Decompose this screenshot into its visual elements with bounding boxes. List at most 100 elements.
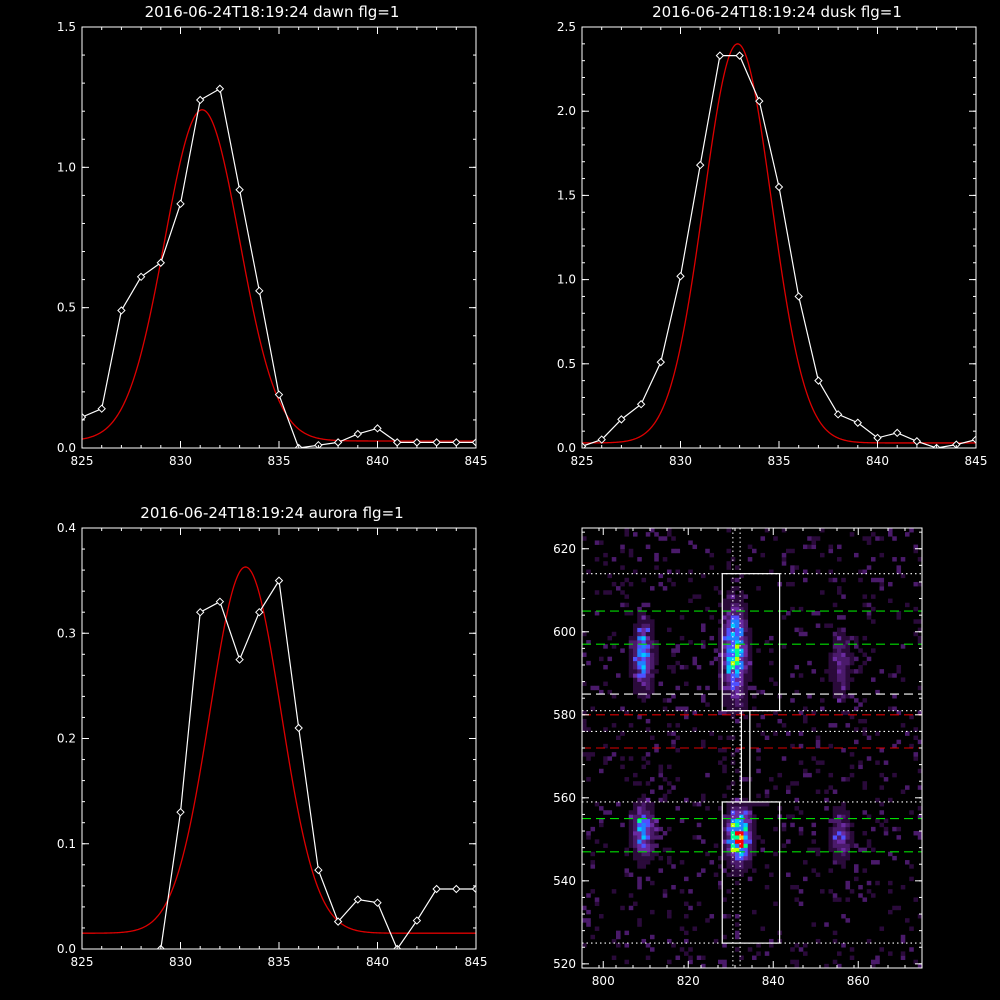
image-pixel — [900, 557, 906, 562]
image-pixel — [743, 677, 749, 682]
image-pixel — [841, 835, 846, 840]
image-pixel — [637, 822, 642, 828]
image-pixel — [701, 698, 706, 703]
image-pixel — [828, 548, 834, 554]
image-pixel — [837, 644, 842, 649]
image-pixel — [641, 677, 647, 682]
image-pixel — [909, 743, 914, 749]
image-pixel — [662, 586, 668, 591]
image-pixel — [722, 689, 727, 695]
image-pixel — [905, 860, 910, 865]
dawn-data-point — [235, 185, 244, 194]
image-pixel — [743, 777, 749, 782]
image-pixel — [743, 706, 749, 711]
image-pixel — [803, 718, 808, 724]
image-pixel — [722, 756, 727, 761]
image-pixel — [641, 623, 647, 628]
image-pixel — [607, 635, 613, 641]
image-pixel — [849, 889, 855, 894]
image-pixel — [790, 814, 795, 819]
image-pixel — [837, 664, 842, 670]
image-pixel — [752, 847, 757, 853]
image-pixel — [633, 901, 638, 907]
image-pixel — [862, 868, 868, 873]
image-pixel — [722, 710, 727, 716]
image-pixel — [637, 851, 642, 857]
image-pixel — [650, 934, 655, 940]
image-pixel — [786, 731, 791, 736]
image-pixel — [794, 806, 800, 811]
image-pixel — [888, 581, 893, 587]
image-pixel — [849, 843, 855, 848]
image-pixel — [590, 826, 596, 832]
image-pixel — [620, 731, 625, 736]
image-pixel — [654, 660, 659, 666]
image-pixel — [807, 847, 812, 853]
image-pixel — [845, 685, 851, 691]
image-pixel — [701, 694, 706, 699]
image-pixel — [837, 855, 842, 861]
image-pixel — [730, 615, 736, 620]
image-pixel — [841, 577, 846, 583]
image-pixel — [841, 677, 846, 682]
image-pixel — [633, 689, 638, 695]
image-pixel — [735, 710, 740, 716]
image-pixel — [599, 914, 604, 919]
image-pixel — [735, 864, 740, 869]
image-pixel — [726, 889, 732, 894]
image-pixel — [837, 685, 842, 691]
image-pixel — [790, 565, 795, 570]
image-pixel — [888, 851, 893, 857]
image-pixel — [845, 814, 851, 819]
image-pixel — [841, 943, 846, 948]
aurora-data-point — [294, 723, 303, 733]
image-pixel — [718, 627, 723, 633]
image-pixel — [662, 793, 668, 799]
image-pixel — [743, 822, 749, 828]
image-pixel — [726, 826, 732, 832]
image-pixel — [896, 826, 902, 832]
image-pixel — [773, 901, 778, 907]
image-pixel — [692, 926, 698, 931]
dusk-ytick-label: 1.5 — [557, 188, 576, 202]
image-pixel — [875, 955, 880, 960]
image-pixel — [671, 943, 676, 948]
image-pixel — [718, 619, 723, 624]
image-pixel — [726, 872, 732, 877]
image-pixel — [837, 951, 842, 956]
image-pixel — [637, 880, 642, 886]
image-pixel — [637, 839, 642, 844]
image-pixel — [781, 528, 787, 533]
image-pixel — [739, 619, 744, 624]
image-pixel — [747, 644, 753, 649]
image-pixel — [620, 602, 625, 608]
image-pixel — [837, 826, 842, 832]
image-pixel — [726, 565, 732, 570]
image-pixel — [794, 664, 800, 670]
image-pixel — [798, 743, 804, 749]
image-pixel — [701, 743, 706, 749]
image-pixel — [730, 694, 736, 699]
image-pixel — [888, 797, 893, 803]
image-pixel — [641, 694, 647, 699]
image-pixel — [730, 640, 736, 645]
image-pixel — [633, 681, 638, 687]
image-pixel — [756, 689, 761, 695]
image-pixel — [722, 640, 727, 645]
image-pixel — [837, 631, 842, 637]
dusk-data-point — [715, 51, 725, 60]
image-pixel — [743, 611, 749, 616]
image-pixel — [743, 652, 749, 657]
image-pixel — [807, 536, 812, 541]
image-pixel — [637, 611, 642, 616]
image-pixel — [764, 864, 770, 869]
image-pixel — [675, 706, 681, 711]
image-pixel — [616, 930, 621, 936]
image-pixel — [828, 835, 834, 840]
image-pixel — [875, 731, 880, 736]
image-pixel — [696, 801, 702, 807]
image-pixel — [739, 615, 744, 620]
image-pixel — [917, 640, 923, 645]
image-pixel — [611, 581, 617, 587]
image-pixel — [684, 681, 689, 687]
